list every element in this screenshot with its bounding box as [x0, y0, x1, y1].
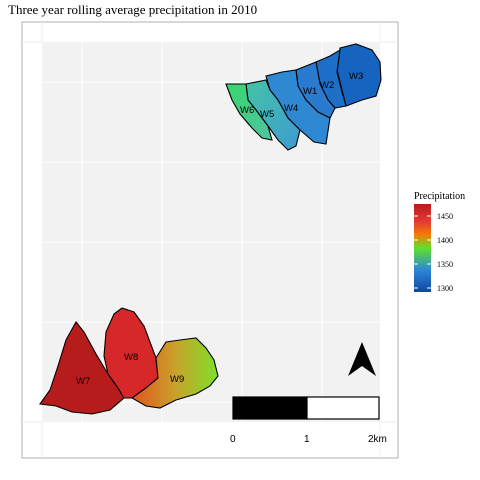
region-label-W5: W5 — [260, 109, 274, 120]
region-W6[interactable]: W6 — [225, 83, 273, 141]
scale-label-0: 0 — [230, 434, 236, 445]
region-label-W9: W9 — [170, 374, 184, 385]
scale-label-1: 1 — [304, 434, 310, 445]
region-label-W8: W8 — [124, 352, 138, 363]
scale-label-2: 2km — [368, 434, 387, 445]
region-label-W2: W2 — [320, 80, 334, 91]
legend: Precipitation 1450 1400 1350 1300 — [414, 191, 465, 293]
legend-colorbar — [414, 204, 431, 292]
region-W9[interactable]: W9 — [130, 337, 219, 409]
map-grid-outer — [22, 22, 398, 458]
legend-tick-1350: 1350 — [437, 260, 453, 269]
region-W7[interactable]: W7 — [39, 321, 125, 415]
north-arrow-icon — [348, 342, 376, 376]
region-label-W3: W3 — [349, 71, 363, 82]
map-title: Three year rolling average precipitation… — [8, 2, 258, 17]
legend-title: Precipitation — [414, 191, 465, 202]
region-label-W7: W7 — [76, 376, 90, 387]
legend-tick-1400: 1400 — [437, 236, 453, 245]
legend-tick-1300: 1300 — [437, 284, 453, 293]
region-label-W1: W1 — [303, 86, 317, 97]
region-label-W6: W6 — [240, 105, 254, 116]
legend-tick-1450: 1450 — [437, 212, 453, 221]
region-label-W4: W4 — [284, 103, 298, 114]
scale-bar: 0 1 2km — [230, 396, 387, 445]
